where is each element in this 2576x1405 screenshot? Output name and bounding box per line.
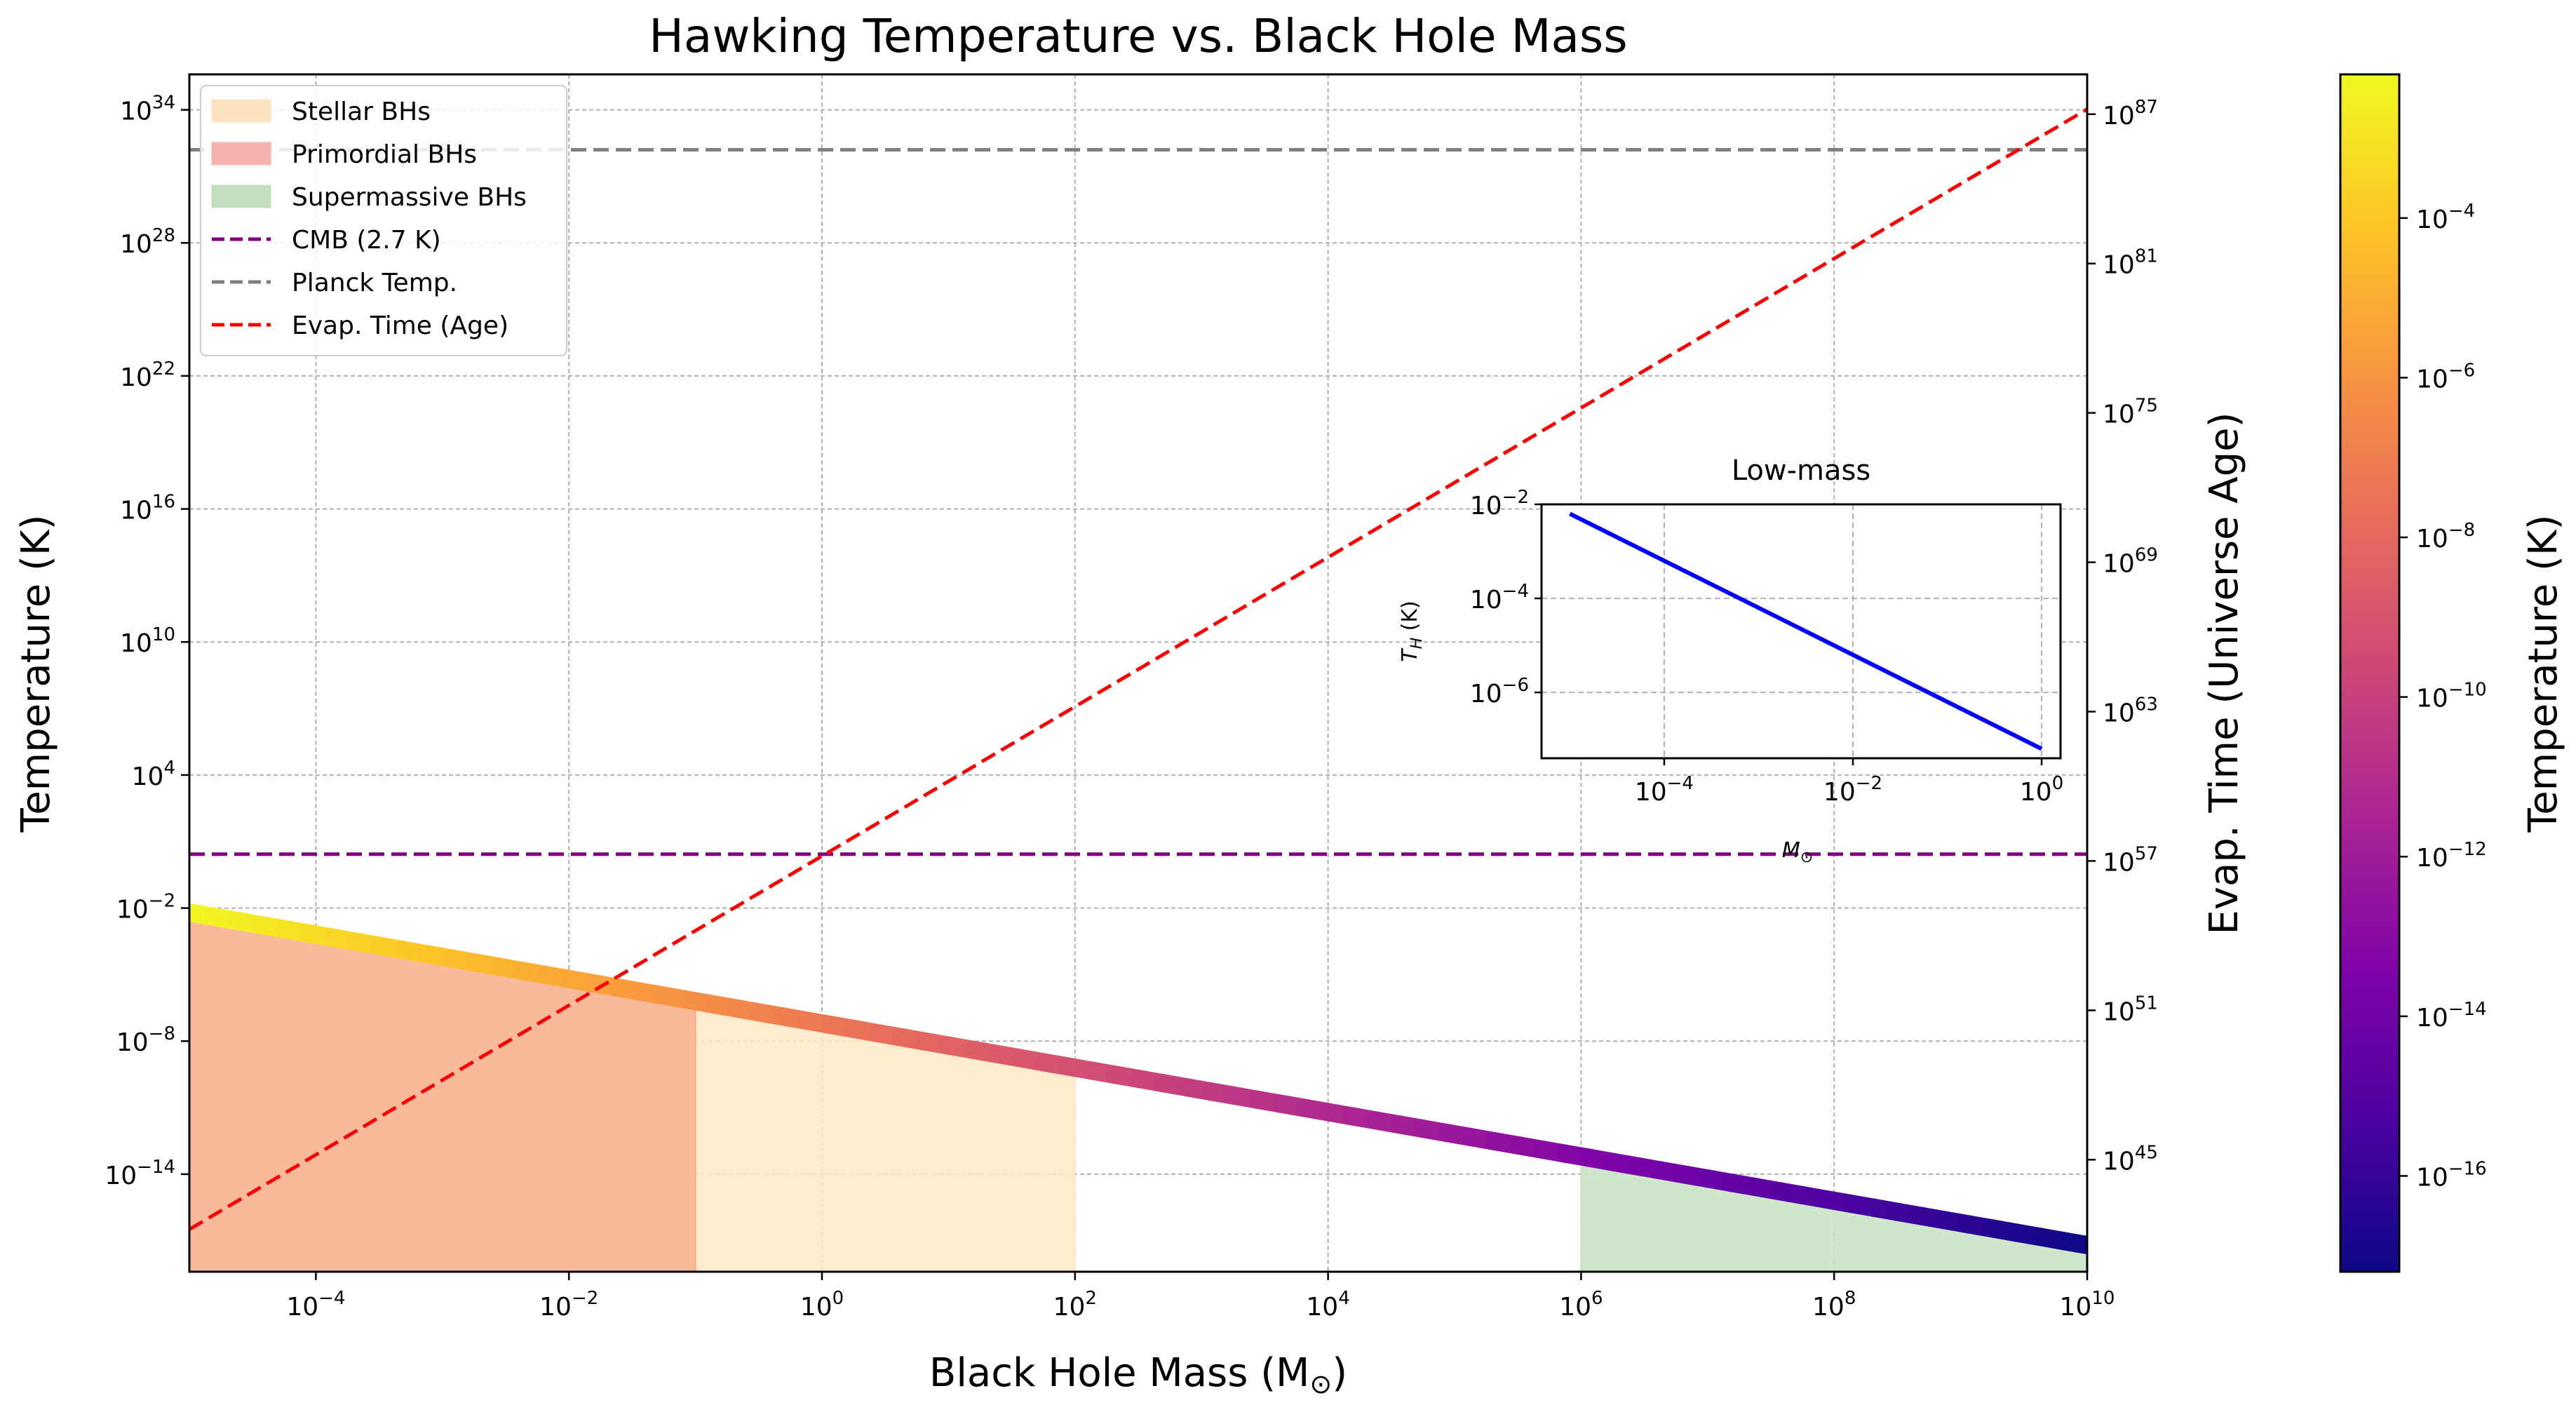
- y2-tick-label: 1057: [2103, 843, 2158, 877]
- inset-ticks: 10−4 10−2 100 10−2 10−4 10−6: [1470, 487, 2063, 807]
- legend-label: Stellar BHs: [292, 98, 431, 126]
- inset-x-tick-label: 10−4: [1635, 773, 1694, 807]
- y-axis-ticks: 1034 1028 1022 1016 1010 104 10−2 10−8 10−14: [104, 93, 189, 1190]
- y2-tick-label: 1075: [2103, 396, 2158, 429]
- inset-temperature-line: [1569, 511, 2043, 751]
- x-tick-label: 10−4: [286, 1288, 345, 1322]
- temperature-curve-segment: [2054, 1232, 2087, 1255]
- y2-tick-label: 1045: [2103, 1142, 2158, 1176]
- y2-axis-ticks: 1087 1081 1075 1069 1063 1057 1051 1045: [2087, 97, 2158, 1176]
- colorbar-gradient: [2339, 73, 2401, 1273]
- x-axis-title-sub: ⊙: [1309, 1369, 1332, 1399]
- inset-y-title-text: T: [1398, 647, 1422, 662]
- inset-x-tick-label: 100: [2020, 773, 2063, 807]
- inset-x-tick-label: 10−2: [1823, 773, 1882, 807]
- x-tick-label: 10−2: [539, 1288, 598, 1322]
- inset-x-axis-title: M⊙: [1782, 838, 1813, 866]
- x-tick-label: 108: [1812, 1288, 1856, 1322]
- x-tick-label: 100: [800, 1288, 844, 1322]
- x-tick-label: 102: [1053, 1288, 1097, 1322]
- legend-label: Supermassive BHs: [292, 183, 527, 212]
- legend-frame: [200, 85, 567, 356]
- y2-axis-title: Evap. Time (Universe Age): [2201, 412, 2247, 935]
- y2-tick-label: 1081: [2103, 246, 2158, 280]
- evap-time-line: [189, 107, 2087, 1231]
- colorbar-tick-label: 10−16: [2416, 1158, 2487, 1192]
- y-tick-label: 1016: [120, 492, 175, 525]
- main-axes-frame: [188, 73, 2089, 1273]
- inset-y-title-unit: (K): [1398, 600, 1422, 638]
- inset-line: [1569, 511, 2043, 751]
- y2-tick-label: 1051: [2103, 993, 2158, 1026]
- inset-y-tick-label: 10−4: [1470, 581, 1529, 614]
- colorbar-tick-label: 10−12: [2416, 839, 2487, 873]
- y-tick-label: 1022: [120, 358, 175, 392]
- inset-y-axis-title: TH (K): [1398, 600, 1426, 662]
- x-axis-title-close: ): [1332, 1350, 1347, 1396]
- colorbar-tick-label: 10−8: [2416, 520, 2475, 553]
- region-primordial-bhs: [189, 911, 696, 1272]
- x-axis-title-text: Black Hole Mass (M: [929, 1350, 1309, 1396]
- inset-frame: [1540, 503, 2062, 760]
- x-tick-label: 106: [1559, 1288, 1603, 1322]
- colorbar-tick-label: 10−14: [2416, 999, 2487, 1033]
- evap-time-curve: [189, 107, 2087, 1231]
- legend-label: Evap. Time (Age): [292, 311, 508, 340]
- y2-tick-label: 1087: [2103, 97, 2158, 130]
- x-axis-title: Black Hole Mass (M⊙): [929, 1350, 1347, 1399]
- x-tick-label: 104: [1306, 1288, 1349, 1322]
- y-tick-label: 1034: [120, 93, 175, 126]
- y-tick-label: 1028: [120, 225, 175, 259]
- colorbar-tick-label: 10−6: [2416, 360, 2475, 394]
- y2-tick-label: 1063: [2103, 694, 2158, 728]
- colorbar-tick-label: 10−4: [2416, 201, 2475, 234]
- y-tick-label: 1010: [120, 624, 175, 658]
- inset-y-title-sub: H: [1408, 638, 1426, 650]
- colorbar: 10−4 10−6 10−8 10−10 10−12 10−14 10−16 Tempera…: [2339, 73, 2566, 1273]
- legend-label: Planck Temp.: [292, 269, 457, 297]
- colorbar-ticks: 10−4 10−6 10−8 10−10 10−12 10−14 10−16: [2399, 201, 2487, 1192]
- inset-title: Low-mass: [1732, 455, 1870, 487]
- x-axis-ticks: 10−4 10−2 100 102 104 106 108 1010: [286, 1272, 2115, 1322]
- temperature-curve: [189, 903, 2087, 1255]
- colorbar-tick-label: 10−10: [2416, 680, 2487, 713]
- y-tick-label: 10−8: [116, 1023, 175, 1057]
- y-tick-label: 104: [132, 758, 175, 791]
- y-tick-label: 10−14: [104, 1157, 175, 1190]
- inset-grid: [1542, 504, 2061, 758]
- colorbar-title: Temperature (K): [2521, 515, 2566, 833]
- legend-swatch: [211, 142, 271, 166]
- y-axis-title: Temperature (K): [13, 515, 59, 833]
- y-tick-label: 10−2: [116, 891, 175, 925]
- y2-tick-label: 1069: [2103, 545, 2158, 579]
- inset-y-tick-label: 10−6: [1470, 675, 1529, 708]
- legend-label: CMB (2.7 K): [292, 226, 441, 255]
- legend-label: Primordial BHs: [292, 140, 477, 169]
- legend-swatch: [211, 99, 271, 123]
- x-tick-label: 1010: [2060, 1288, 2115, 1322]
- inset-y-tick-label: 10−2: [1470, 487, 1529, 520]
- chart-title: Hawking Temperature vs. Black Hole Mass: [649, 9, 1627, 63]
- legend-swatch: [211, 184, 271, 208]
- legend: Stellar BHs Primordial BHs Supermassive BH…: [200, 85, 567, 356]
- inset-x-title-text: M: [1782, 838, 1800, 863]
- inset-plot: 10−4 10−2 100 10−2 10−4 10−6 Low-mass M⊙ TH (…: [1398, 455, 2063, 866]
- inset-x-title-sub: ⊙: [1800, 849, 1813, 866]
